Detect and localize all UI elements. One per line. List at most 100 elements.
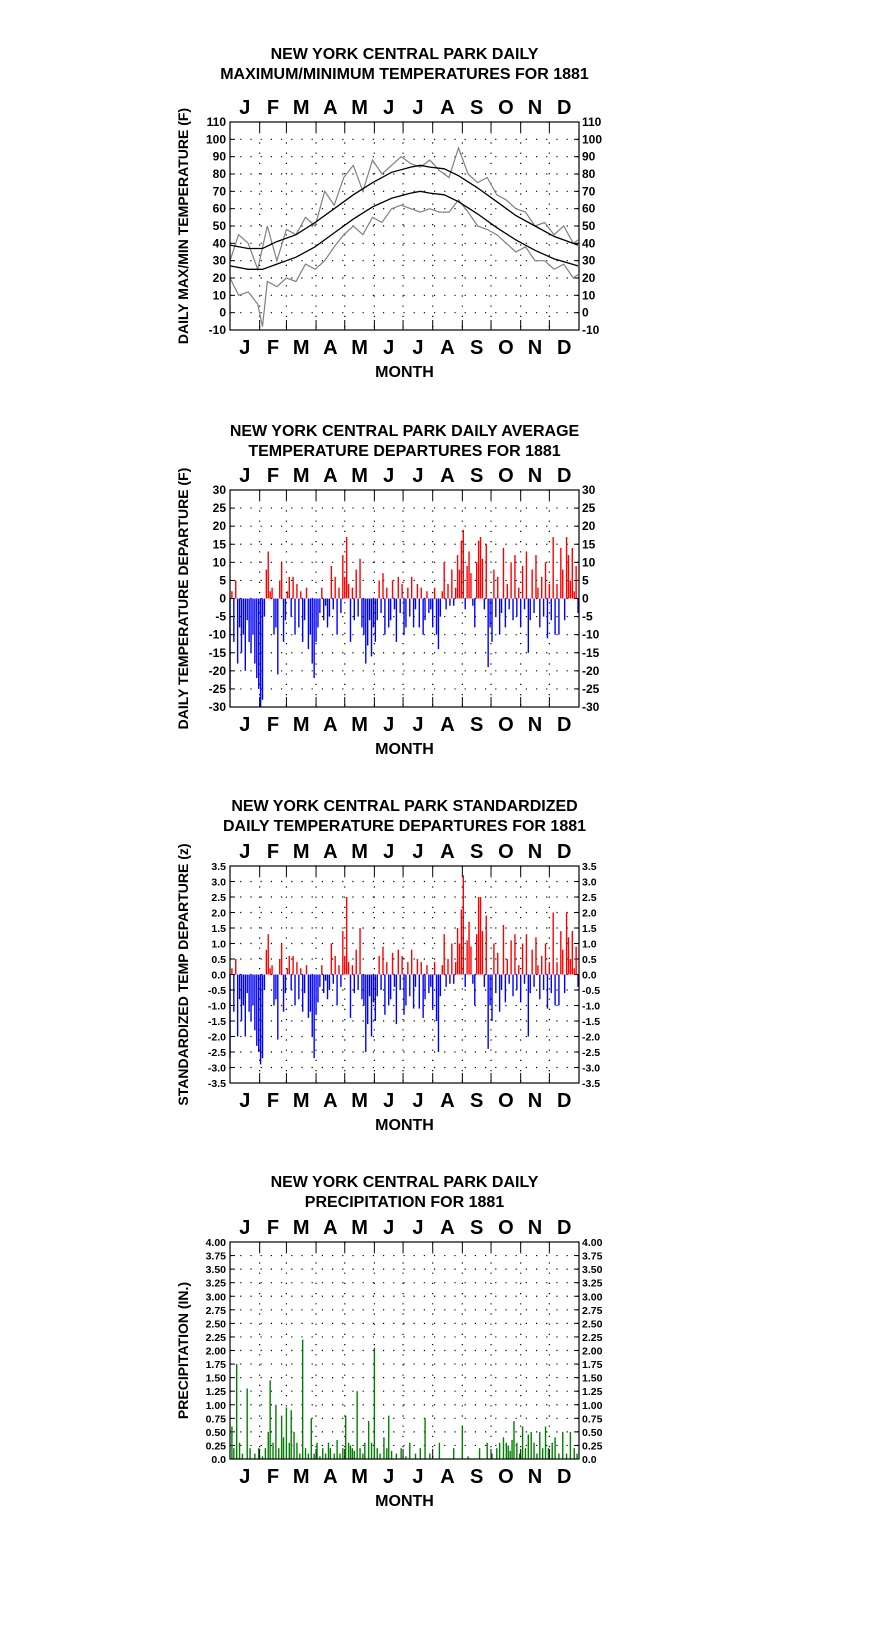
chart-title: PRECIPITATION FOR 1881 xyxy=(305,1194,505,1211)
month-label-top: J xyxy=(412,97,423,119)
y-tick-label-right: 0.25 xyxy=(582,1440,603,1452)
month-label-top: M xyxy=(351,97,368,119)
month-label-top: S xyxy=(470,97,483,119)
plot-frame xyxy=(229,489,580,708)
month-label-bottom: D xyxy=(557,1090,571,1112)
y-tick-label-right: -3.5 xyxy=(582,1078,600,1090)
month-label-top: A xyxy=(323,97,337,119)
y-tick-label-left: -15 xyxy=(209,646,227,660)
month-label-bottom: J xyxy=(383,1090,394,1112)
y-tick-label-right: -10 xyxy=(582,628,600,642)
month-label-bottom: A xyxy=(323,714,337,736)
month-label-bottom: F xyxy=(267,714,279,736)
y-tick-label-left: -1.5 xyxy=(208,1016,226,1028)
y-tick-label-left: 3.0 xyxy=(211,877,226,889)
y-tick-label-right: 1.50 xyxy=(582,1373,603,1385)
y-tick-label-left: 3.75 xyxy=(206,1251,227,1263)
month-label-top: M xyxy=(293,465,310,487)
month-label-bottom: N xyxy=(528,1466,542,1488)
month-label-bottom: F xyxy=(267,1090,279,1112)
month-label-top: J xyxy=(412,841,423,863)
month-label-bottom: F xyxy=(267,337,279,359)
month-label-bottom: S xyxy=(470,1466,483,1488)
y-tick-label-right: 30 xyxy=(582,483,596,497)
month-label-bottom: J xyxy=(383,337,394,359)
month-label-top: S xyxy=(470,841,483,863)
y-tick-label-left: 2.75 xyxy=(206,1305,227,1317)
month-label-top: M xyxy=(293,1217,310,1239)
y-tick-label-right: -15 xyxy=(582,646,600,660)
month-label-top: O xyxy=(498,1217,514,1239)
month-label-bottom: S xyxy=(470,1090,483,1112)
month-label-bottom: O xyxy=(498,337,514,359)
chart-title: DAILY TEMPERATURE DEPARTURES FOR 1881 xyxy=(223,818,586,835)
plot-frame xyxy=(229,121,580,331)
y-tick-label-left: 20 xyxy=(213,271,227,285)
month-label-top: D xyxy=(557,841,571,863)
y-tick-label-right: 20 xyxy=(582,271,596,285)
y-tick-label-left: 0.0 xyxy=(211,1454,226,1466)
y-tick-label-left: 70 xyxy=(213,184,227,198)
month-label-bottom: A xyxy=(440,1090,454,1112)
month-label-top: D xyxy=(557,97,571,119)
y-tick-label-left: 50 xyxy=(213,219,227,233)
y-tick-label-right: 80 xyxy=(582,167,596,181)
month-label-bottom: S xyxy=(470,714,483,736)
month-label-top: F xyxy=(267,841,279,863)
y-tick-label-left: 1.00 xyxy=(206,1400,227,1412)
y-tick-label-left: 90 xyxy=(213,150,227,164)
month-label-bottom: N xyxy=(528,1090,542,1112)
chart-title: NEW YORK CENTRAL PARK DAILY xyxy=(271,46,539,63)
y-tick-label-left: 0.0 xyxy=(211,970,226,982)
month-label-top: M xyxy=(293,841,310,863)
month-label-bottom: M xyxy=(293,1090,310,1112)
month-label-top: J xyxy=(412,1217,423,1239)
series-line-observed-low xyxy=(229,199,579,327)
y-tick-label-left: -2.0 xyxy=(208,1032,226,1044)
month-label-top: J xyxy=(239,97,250,119)
plot-frame xyxy=(229,865,580,1084)
month-label-bottom: J xyxy=(383,714,394,736)
y-tick-label-left: 1.0 xyxy=(211,939,226,951)
y-tick-label-right: 3.00 xyxy=(582,1291,603,1303)
y-tick-label-left: 30 xyxy=(213,483,227,497)
y-tick-label-right: 10 xyxy=(582,555,596,569)
chart-title: TEMPERATURE DEPARTURES FOR 1881 xyxy=(248,443,560,460)
y-tick-label-right: 90 xyxy=(582,150,596,164)
y-tick-label-left: 30 xyxy=(213,254,227,268)
y-tick-label-left: 2.00 xyxy=(206,1346,227,1358)
month-label-top: M xyxy=(351,841,368,863)
month-label-bottom: J xyxy=(412,1466,423,1488)
y-tick-label-left: -3.5 xyxy=(208,1078,226,1090)
y-tick-label-left: 0 xyxy=(219,592,226,606)
month-label-bottom: J xyxy=(239,714,250,736)
month-label-bottom: M xyxy=(351,714,368,736)
month-label-top: S xyxy=(470,465,483,487)
y-tick-label-left: 0.25 xyxy=(206,1440,227,1452)
month-label-bottom: J xyxy=(239,1090,250,1112)
y-tick-label-right: 1.00 xyxy=(582,1400,603,1412)
y-tick-label-left: 0.75 xyxy=(206,1413,227,1425)
month-label-bottom: J xyxy=(239,1466,250,1488)
month-label-bottom: A xyxy=(440,1466,454,1488)
y-tick-label-right: -30 xyxy=(582,700,600,714)
y-tick-label-right: 100 xyxy=(582,132,602,146)
month-label-bottom: A xyxy=(323,1466,337,1488)
month-label-bottom: J xyxy=(412,337,423,359)
y-tick-label-right: 0 xyxy=(582,592,589,606)
y-tick-label-left: -1.0 xyxy=(208,1001,226,1013)
y-tick-label-right: 60 xyxy=(582,202,596,216)
month-label-top: F xyxy=(267,465,279,487)
y-tick-label-left: 80 xyxy=(213,167,227,181)
y-tick-label-right: -1.0 xyxy=(582,1001,600,1013)
y-tick-label-right: -0.5 xyxy=(582,985,600,997)
y-tick-label-left: 0.5 xyxy=(211,954,226,966)
month-label-top: N xyxy=(528,465,542,487)
month-label-top: J xyxy=(239,465,250,487)
y-tick-label-left: 2.0 xyxy=(211,908,226,920)
month-label-bottom: A xyxy=(323,1090,337,1112)
month-label-top: A xyxy=(440,1217,454,1239)
month-label-top: M xyxy=(293,97,310,119)
y-tick-label-right: -10 xyxy=(582,323,600,337)
y-tick-label-right: 0.75 xyxy=(582,1413,603,1425)
